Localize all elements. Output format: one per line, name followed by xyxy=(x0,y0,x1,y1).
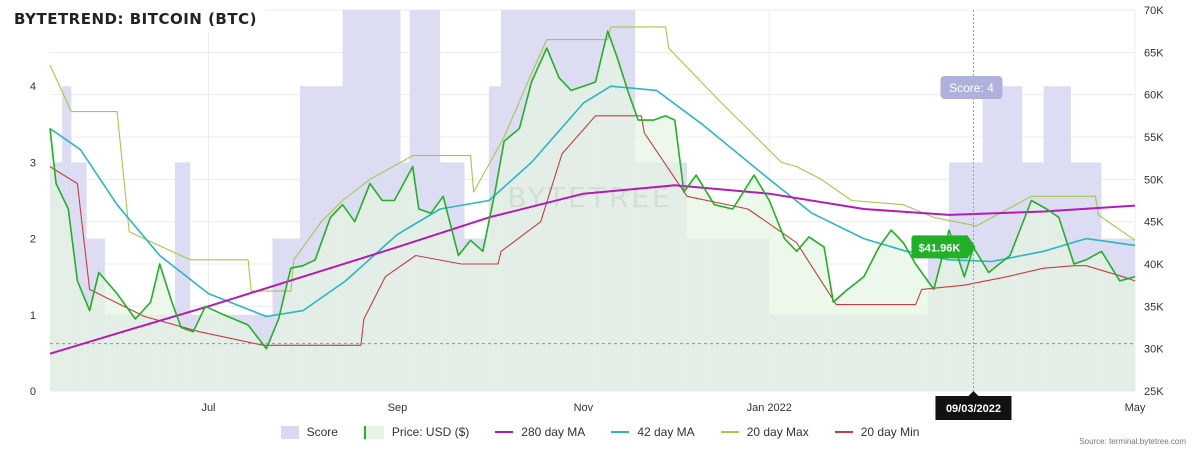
price-tooltip: $41.96K xyxy=(911,235,976,259)
y-left-tick-label: 2 xyxy=(30,234,36,246)
y-left-tick-label: 3 xyxy=(30,157,36,169)
price-tooltip-bg xyxy=(911,235,976,259)
y-left-tick-label: 0 xyxy=(30,386,36,398)
price-area xyxy=(50,31,1135,391)
legend-label: 20 day Max xyxy=(746,425,809,439)
x-tick-label: Sep xyxy=(388,402,408,414)
y-right-tick-label: 35K xyxy=(1144,301,1164,313)
legend-swatch xyxy=(720,431,739,433)
x-tick-label: Jan 2022 xyxy=(747,402,792,414)
score-tooltip-bg xyxy=(940,76,1003,99)
legend-swatch xyxy=(611,431,630,433)
ma280-line xyxy=(49,184,1136,355)
max20-line xyxy=(49,26,1136,292)
score-tooltip-text: Score: 4 xyxy=(949,81,994,95)
watermark: BYTETREE xyxy=(507,181,673,214)
legend-swatch xyxy=(834,431,853,433)
legend-label: Price: USD ($) xyxy=(391,425,470,439)
chart-title: BYTETREND: BITCOIN (BTC) xyxy=(6,6,265,32)
score-tooltip: Score: 4 xyxy=(940,76,1003,99)
source-note: Source: terminal.bytetree.com xyxy=(1079,437,1186,446)
legend-item[interactable]: 20 day Min xyxy=(834,425,920,439)
x-tick-label: Jul xyxy=(201,402,215,414)
x-tick-label: May xyxy=(1125,402,1146,414)
date-tooltip-text: 09/03/2022 xyxy=(946,403,1001,415)
legend-label: 42 day MA xyxy=(637,425,695,439)
y-right-tick-label: 60K xyxy=(1144,90,1164,102)
legend-label: Score xyxy=(306,425,338,439)
legend-item[interactable]: Price: USD ($) xyxy=(363,425,470,439)
y-left-tick-label: 1 xyxy=(30,310,36,322)
legend-item[interactable]: Score xyxy=(280,425,338,439)
y-right-tick-label: 65K xyxy=(1144,47,1164,59)
legend: Score Price: USD ($) 280 day MA 42 day MA 20… xyxy=(0,425,1200,439)
y-right-tick-label: 45K xyxy=(1144,217,1164,229)
y-left-tick-label: 4 xyxy=(30,81,36,93)
y-axis-left: 0 1 2 3 4 xyxy=(30,81,36,398)
price-line xyxy=(49,30,1136,350)
y-right-tick-label: 70K xyxy=(1144,5,1164,17)
ma42-line xyxy=(49,85,1136,318)
y-axis-right: 25K 30K 35K 40K 45K 50K 55K 60K 65K 70K xyxy=(1144,5,1164,398)
y-right-tick-label: 30K xyxy=(1144,344,1164,356)
legend-label: 280 day MA xyxy=(521,425,586,439)
legend-swatch xyxy=(495,431,514,433)
date-tooltip: 09/03/2022 xyxy=(935,391,1012,420)
legend-item[interactable]: 20 day Max xyxy=(720,425,809,439)
x-tick-label: Nov xyxy=(574,402,594,414)
y-right-tick-label: 50K xyxy=(1144,174,1164,186)
legend-label: 20 day Min xyxy=(860,425,920,439)
y-right-tick-label: 55K xyxy=(1144,132,1164,144)
price-tooltip-text: $41.96K xyxy=(919,242,961,254)
date-tooltip-bg xyxy=(935,391,1012,420)
legend-swatch xyxy=(363,425,384,439)
y-right-tick-label: 40K xyxy=(1144,259,1164,271)
y-right-tick-label: 25K xyxy=(1144,386,1164,398)
legend-item[interactable]: 42 day MA xyxy=(611,425,695,439)
x-axis: Jul Sep Nov Jan 2022 May xyxy=(201,402,1145,414)
legend-item[interactable]: 280 day MA xyxy=(495,425,585,439)
legend-swatch xyxy=(280,425,299,439)
